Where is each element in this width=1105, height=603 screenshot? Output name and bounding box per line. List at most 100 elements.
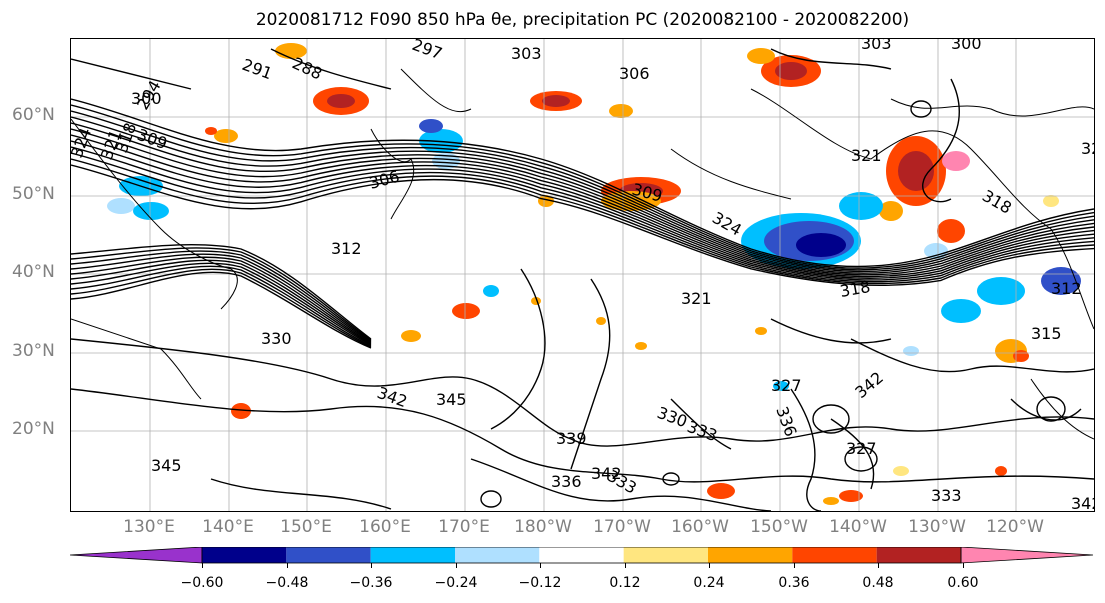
contour-label: 330: [655, 403, 690, 431]
precipitation-patch: [995, 466, 1007, 476]
colorbar-tick-label: 0.60: [947, 575, 979, 591]
precipitation-patch: [401, 330, 421, 342]
precipitation-patch: [903, 346, 919, 356]
latitude-label: 30°N: [12, 341, 55, 361]
theta-e-contour: [71, 134, 1094, 278]
colorbar-segment: [370, 547, 455, 563]
theta-e-contour: [210, 478, 392, 510]
colorbar-tick-label: −0.24: [434, 575, 478, 591]
contour-label: 300: [951, 39, 982, 53]
precipitation-patch: [419, 119, 443, 133]
precipitation-patch: [133, 202, 169, 220]
contour-label: 336: [772, 404, 800, 439]
precipitation-patch: [596, 317, 606, 325]
closed-contour: [662, 472, 680, 486]
theta-e-contour: [71, 271, 372, 349]
precipitation-patch: [1013, 350, 1029, 362]
colorbar-frame: [201, 547, 962, 564]
theta-e-contour: [71, 244, 372, 340]
precipitation-patch: [977, 277, 1025, 305]
contour-label: 321: [1081, 139, 1094, 158]
colorbar-tickmark: [540, 563, 541, 568]
contour-label: 312: [1051, 279, 1082, 298]
title-text: 2020081712 F090 850 hPa θe, precipitatio…: [255, 10, 910, 30]
contour-label: 297: [410, 39, 445, 63]
colorbar-segment: [202, 547, 287, 563]
theta-e-contour: [71, 104, 1094, 269]
precipitation-patch: [941, 299, 981, 323]
longitude-label: 160°E: [359, 517, 411, 537]
theta-e-contour: [71, 253, 372, 343]
contour-label: 306: [619, 64, 650, 83]
colorbar-segment: [286, 547, 371, 563]
colorbar-tick-label: 0.24: [693, 575, 725, 591]
colorbar-extend-low: [70, 547, 203, 564]
longitude-label: 180°W: [514, 517, 572, 537]
longitude-label: 130°E: [123, 517, 175, 537]
longitude-label: 140°E: [202, 517, 254, 537]
coastline: [750, 88, 1094, 330]
precipitation-patch: [635, 342, 647, 350]
latitude-label: 50°N: [12, 184, 55, 204]
theta-e-contour: [850, 338, 1094, 373]
colorbar-segment: [455, 547, 540, 563]
longitude-label: 150°E: [280, 517, 332, 537]
precipitation-patch: [823, 497, 839, 505]
coastline: [71, 318, 202, 400]
theta-e-contour: [71, 268, 372, 348]
colorbar-tick-label: −0.48: [265, 575, 309, 591]
precipitation-patch: [937, 219, 965, 243]
precipitation-patch: [107, 198, 135, 214]
contour-label: 312: [331, 239, 362, 258]
theta-e-contour: [670, 398, 732, 450]
theta-e-contours: [71, 48, 1094, 511]
precipitation-patch: [747, 48, 775, 64]
colorbar-segment: [539, 547, 624, 563]
contour-label: 303: [861, 39, 892, 53]
theta-e-contour: [790, 388, 822, 511]
theta-e-contour: [770, 318, 892, 344]
contour-label: 345: [151, 456, 182, 475]
contour-label: 309: [135, 125, 170, 153]
contour-label: 327: [771, 376, 802, 395]
theta-e-contour: [71, 58, 192, 90]
contour-label: 291: [240, 55, 275, 83]
precipitation-patch: [231, 403, 251, 419]
colorbar-tick-label: −0.12: [518, 575, 562, 591]
colorbar-tick-label: 0.36: [778, 575, 810, 591]
colorbar-segment: [708, 547, 793, 563]
map-panel: 294 291 288 297 303 306 300 303 300 309 324 321 318 3…: [70, 38, 1095, 512]
theta-e-contour: [71, 256, 372, 344]
precipitation-patch: [924, 243, 948, 259]
closed-contour: [480, 490, 502, 508]
lat-lon-grid: [71, 39, 1094, 511]
theta-e-contour: [71, 146, 1094, 281]
longitude-label: 140°W: [829, 517, 887, 537]
theta-e-contour: [71, 110, 1094, 271]
contour-label: 339: [556, 429, 587, 448]
colorbar-extend-high: [960, 547, 1094, 564]
contour-label: 318: [112, 120, 140, 155]
theta-e-contour: [71, 122, 1094, 274]
colorbar-tickmark: [878, 563, 879, 568]
colorbar-tickmark: [371, 563, 372, 568]
colorbar-tickmark: [456, 563, 457, 568]
precipitation-patch: [796, 233, 846, 257]
theta-e-contour: [270, 48, 392, 90]
precipitation-patch: [609, 104, 633, 118]
precipitation-patch: [839, 192, 883, 220]
theta-e-contour: [71, 116, 1094, 273]
colorbar-tickmark: [625, 563, 626, 568]
latitude-label: 20°N: [12, 419, 55, 439]
precipitation-patch: [898, 151, 934, 191]
theta-e-contour: [570, 278, 611, 470]
colorbar-tickmark: [202, 563, 203, 568]
contour-label: 345: [436, 390, 467, 409]
colorbar-segment: [876, 547, 961, 563]
theta-e-contour: [830, 418, 875, 490]
theta-e-contour: [71, 128, 1094, 276]
theta-e-contour: [470, 458, 772, 511]
contour-label: 330: [261, 329, 292, 348]
theta-e-contour: [71, 265, 372, 347]
precipitation-patch: [879, 201, 903, 221]
